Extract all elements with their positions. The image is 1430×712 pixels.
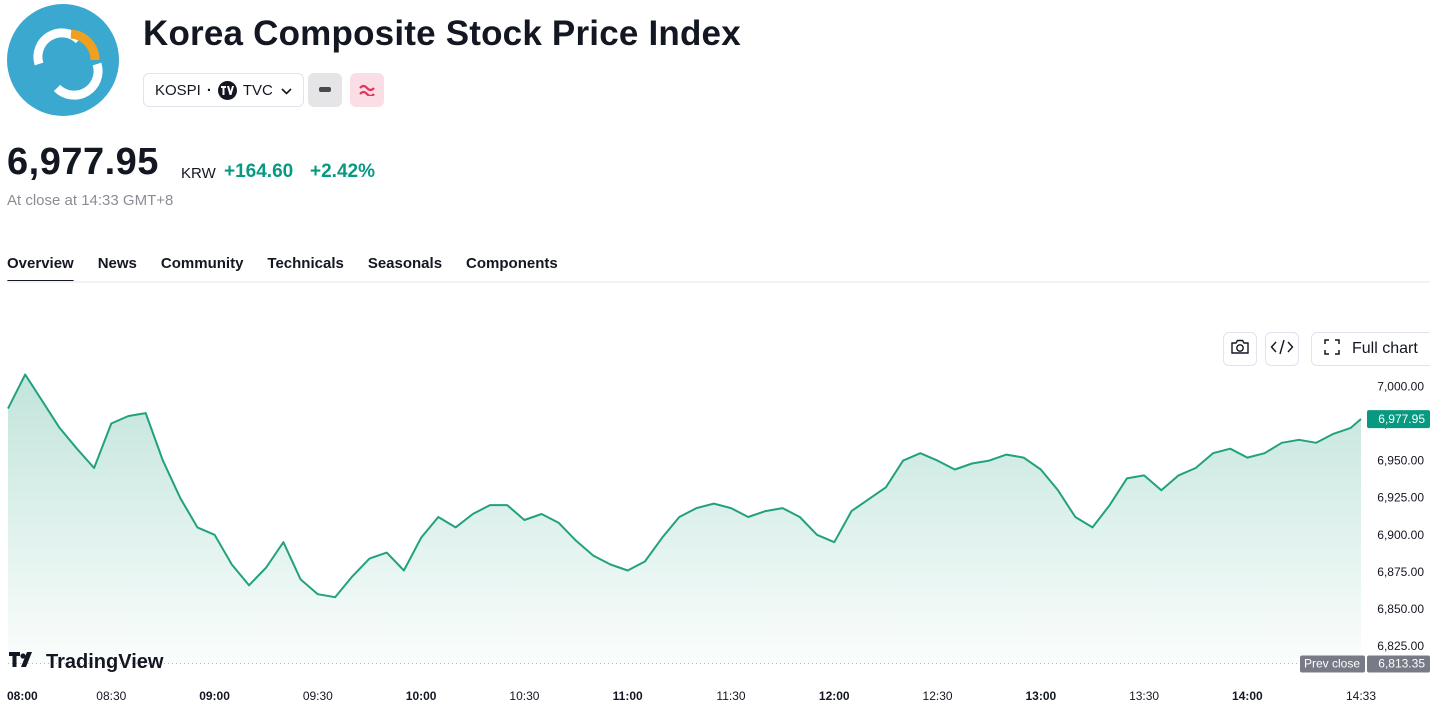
x-tick-label: 12:30	[923, 689, 953, 703]
x-tick-label: 09:00	[199, 689, 230, 703]
x-tick-label: 11:30	[716, 689, 745, 703]
prev-close-value-box	[1367, 655, 1430, 673]
market-status: At close at 14:33 GMT+8	[7, 192, 174, 209]
tab-bar: Overview News Community Technicals Seaso…	[7, 255, 558, 283]
x-tick-label: 13:00	[1025, 689, 1056, 703]
x-tick-label: 14:00	[1232, 689, 1263, 703]
tab-community[interactable]: Community	[160, 255, 244, 272]
prev-close-value: 6,813.35	[1378, 656, 1425, 670]
tab-seasonals[interactable]: Seasonals	[367, 255, 443, 272]
y-tick-label: 6,900.00	[1377, 528, 1424, 542]
x-tick-label: 08:30	[96, 689, 126, 703]
separator: ·	[206, 81, 212, 99]
tab-overview[interactable]: Overview	[7, 255, 74, 283]
fullscreen-icon	[1324, 338, 1340, 360]
y-tick-label: 7,000.00	[1377, 379, 1424, 393]
x-tick-label: 11:00	[613, 689, 643, 703]
y-tick-label: 6,875.00	[1377, 565, 1424, 579]
exchange-label: TVC	[242, 81, 273, 99]
prev-close-caption: Prev close	[1304, 656, 1360, 670]
snapshot-button[interactable]	[1223, 332, 1257, 366]
minus-icon[interactable]	[308, 73, 342, 107]
full-chart-button[interactable]: Full chart	[1311, 332, 1430, 366]
x-tick-label: 10:30	[509, 689, 539, 703]
symbol-exchange-selector[interactable]: KOSPI · TVC	[143, 73, 304, 107]
price-line	[7, 373, 1362, 599]
y-tick-label: 6,825.00	[1377, 639, 1424, 653]
approx-icon[interactable]	[350, 73, 384, 107]
tradingview-badge-icon	[217, 80, 237, 100]
price-change-percent: +2.42%	[310, 161, 375, 182]
tradingview-logo-icon	[9, 652, 32, 667]
currency-label: KRW	[181, 165, 216, 182]
x-tick-label: 08:00	[7, 689, 38, 703]
symbol-label: KOSPI	[155, 81, 201, 99]
tab-technicals[interactable]: Technicals	[267, 255, 344, 272]
embed-button[interactable]	[1265, 332, 1299, 366]
last-price: 6,977.95	[7, 141, 159, 183]
x-tick-label: 14:33	[1346, 689, 1376, 703]
y-tick-label: 6,925.00	[1377, 491, 1424, 505]
tab-news[interactable]: News	[97, 255, 137, 272]
kospi-logo-icon	[7, 4, 119, 116]
last-price-axis-label: 6,977.95	[1378, 412, 1425, 426]
price-change: +164.60	[224, 161, 294, 182]
camera-icon	[1230, 339, 1250, 360]
tabs-divider	[7, 281, 1430, 283]
y-tick-label: 6,850.00	[1377, 602, 1424, 616]
x-tick-label: 10:00	[406, 689, 437, 703]
tab-components[interactable]: Components	[466, 255, 558, 272]
chevron-down-icon	[281, 83, 292, 98]
code-icon	[1270, 339, 1294, 360]
page-title: Korea Composite Stock Price Index	[143, 14, 741, 53]
price-chart[interactable]: 7,000.006,975.006,950.006,925.006,900.00…	[0, 370, 1430, 712]
x-tick-label: 12:00	[819, 689, 850, 703]
tradingview-watermark: TradingView	[46, 651, 164, 673]
x-tick-label: 13:30	[1129, 689, 1159, 703]
y-tick-label: 6,950.00	[1377, 454, 1424, 468]
price-area-fill	[8, 374, 1361, 664]
prev-close-caption-box	[1300, 655, 1365, 673]
x-tick-label: 09:30	[303, 689, 333, 703]
last-price-marker	[1367, 410, 1430, 429]
full-chart-label: Full chart	[1352, 340, 1418, 357]
